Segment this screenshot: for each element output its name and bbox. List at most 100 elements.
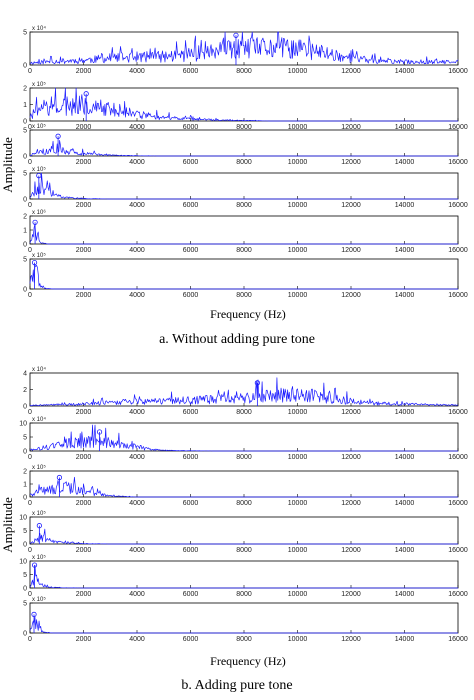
panel-b-1: x 10⁴ 0 2 4 0 2000 4000 6000 8000 10000 12000 14000…	[23, 366, 468, 416]
x-tick-label: 0	[28, 591, 32, 598]
y-tick-label: 5	[23, 601, 27, 608]
spectrum-trace	[29, 31, 459, 65]
x-tick-label: 10000	[288, 454, 308, 461]
x-tick-label: 16000	[448, 636, 468, 643]
panel-a-5: x 10⁶ 0 1 2 0 2000 4000 6000 8000 10000 12000 14000…	[23, 209, 468, 254]
panel-b-4: x 10⁵ 0 5 10 0 2000 4000 6000 8000 10000 12000 1400…	[19, 510, 468, 554]
x-tick-label: 0	[28, 292, 32, 299]
x-tick-label: 12000	[341, 247, 361, 254]
x-tick-label: 4000	[129, 202, 145, 209]
x-tick-label: 2000	[76, 247, 92, 254]
x-tick-label: 6000	[183, 247, 199, 254]
spectrum-trace	[29, 616, 458, 634]
x-tick-label: 6000	[183, 292, 199, 299]
y-tick-label: 0	[23, 63, 27, 70]
x-tick-label: 4000	[129, 591, 145, 598]
x-tick-label: 4000	[129, 159, 145, 166]
x-tick-label: 4000	[129, 636, 145, 643]
x-tick-label: 8000	[236, 636, 252, 643]
y-tick-label: 0	[23, 449, 27, 456]
x-tick-label: 0	[28, 202, 32, 209]
figure-b-ylabel: Amplitude	[0, 497, 15, 553]
y-tick-label: 5	[23, 30, 27, 37]
y-exponent-label: x 10⁵	[32, 464, 46, 471]
x-tick-label: 4000	[129, 409, 145, 416]
y-tick-label: 5	[23, 128, 27, 135]
panel-frame	[29, 258, 459, 290]
x-tick-label: 12000	[341, 292, 361, 299]
x-tick-label: 2000	[76, 500, 92, 507]
x-tick-label: 16000	[448, 454, 468, 461]
y-tick-label: 0	[23, 495, 27, 502]
x-tick-label: 6000	[183, 409, 199, 416]
x-tick-label: 8000	[236, 409, 252, 416]
x-tick-label: 8000	[236, 292, 252, 299]
panel-frame	[29, 372, 459, 407]
spectrum-trace	[29, 264, 458, 290]
x-tick-label: 8000	[236, 202, 252, 209]
peak-marker	[233, 32, 239, 38]
x-tick-label: 14000	[395, 547, 415, 554]
x-tick-label: 12000	[341, 454, 361, 461]
y-tick-label: 2	[23, 86, 27, 93]
x-tick-label: 16000	[448, 500, 468, 507]
x-tick-label: 8000	[236, 500, 252, 507]
x-tick-label: 6000	[183, 591, 199, 598]
y-exponent-label: x 10⁴	[32, 366, 46, 373]
panel-a-6: x 10⁵ 0 5 0 2000 4000 6000 8000 10000 12000 14000 1…	[23, 252, 468, 299]
y-exponent-label: x 10⁵	[32, 554, 46, 561]
figure-a-ylabel: Amplitude	[0, 137, 15, 193]
peak-marker	[55, 133, 61, 139]
x-tick-label: 12000	[341, 159, 361, 166]
x-tick-label: 2000	[76, 68, 92, 75]
y-exponent-label: x 10⁵	[32, 252, 46, 259]
x-tick-label: 10000	[288, 292, 308, 299]
spectrum-trace	[29, 424, 458, 452]
peak-marker	[31, 611, 37, 618]
figure-b-xlabel: Frequency (Hz)	[210, 654, 286, 668]
figure-a-caption: a. Without adding pure tone	[159, 332, 315, 347]
y-tick-label: 1	[23, 482, 27, 489]
y-tick-label: 0	[23, 154, 27, 161]
x-tick-label: 4000	[129, 454, 145, 461]
x-tick-label: 2000	[76, 547, 92, 554]
x-tick-label: 14000	[395, 68, 415, 75]
panel-a-4: x 10⁵ 0 5 0 2000 4000 6000 8000 10000 12000 14000 1…	[23, 166, 468, 209]
x-tick-label: 16000	[448, 68, 468, 75]
y-tick-label: 1	[23, 102, 27, 109]
y-tick-label: 0	[23, 287, 27, 294]
spectrum-trace	[29, 377, 459, 407]
y-tick-label: 2	[23, 469, 27, 476]
panel-b-5: x 10⁵ 0 5 10 0 2000 4000 6000 8000 10000 12000 1400…	[19, 554, 468, 598]
peak-marker	[31, 259, 38, 266]
panel-frame	[29, 516, 459, 545]
x-tick-label: 12000	[341, 500, 361, 507]
y-tick-label: 0	[23, 586, 27, 593]
y-tick-label: 2	[23, 387, 27, 394]
x-tick-label: 10000	[288, 68, 308, 75]
y-tick-label: 4	[23, 371, 27, 378]
x-tick-label: 2000	[76, 202, 92, 209]
y-tick-label: 0	[23, 542, 27, 549]
x-tick-label: 8000	[236, 124, 252, 131]
x-tick-label: 4000	[129, 247, 145, 254]
y-exponent-label: x 10⁵	[32, 123, 46, 130]
x-tick-label: 2000	[76, 454, 92, 461]
x-tick-label: 16000	[448, 124, 468, 131]
y-tick-label: 2	[23, 214, 27, 221]
x-tick-label: 0	[28, 547, 32, 554]
x-tick-label: 4000	[129, 547, 145, 554]
spectrum-trace	[29, 140, 458, 157]
y-tick-label: 10	[19, 559, 27, 566]
x-tick-label: 16000	[448, 409, 468, 416]
x-tick-label: 4000	[129, 292, 145, 299]
x-tick-label: 6000	[183, 547, 199, 554]
y-tick-label: 10	[19, 515, 27, 522]
x-tick-label: 14000	[395, 591, 415, 598]
x-tick-label: 10000	[288, 202, 308, 209]
panel-frame	[29, 470, 459, 498]
x-tick-label: 8000	[236, 591, 252, 598]
